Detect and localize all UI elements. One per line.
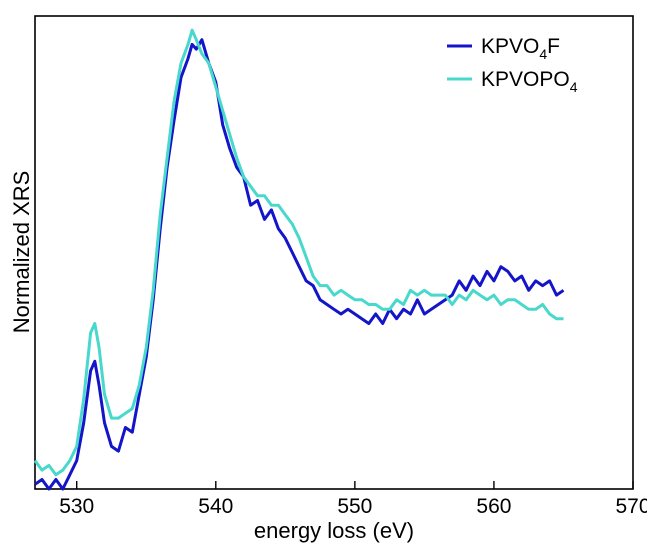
legend-label-series-1-sub: 4 xyxy=(539,46,547,62)
x-ticks: 530 540 550 560 570 xyxy=(59,481,647,518)
series-line-1 xyxy=(34,38,565,491)
legend-label-series-1-main: KPVO xyxy=(481,35,539,58)
series-lines xyxy=(33,28,565,491)
x-tick-label: 530 xyxy=(59,495,94,518)
y-axis-label: Normalized XRS xyxy=(9,171,34,334)
series-line-2 xyxy=(33,28,564,477)
x-tick-label: 550 xyxy=(337,495,372,518)
x-axis-label: energy loss (eV) xyxy=(254,518,414,543)
x-tick-label: 560 xyxy=(476,495,511,518)
legend-label-series-1-tail: F xyxy=(547,35,560,58)
legend-label-series-2: KPVOPO4 xyxy=(481,68,578,95)
legend-label-series-1: KPVO4F xyxy=(481,35,560,62)
legend-label-series-2-main: KPVOPO xyxy=(481,68,570,91)
x-tick-label: 570 xyxy=(615,495,647,518)
plot-frame xyxy=(34,15,634,490)
legend: KPVO4F KPVOPO4 xyxy=(447,35,578,95)
legend-label-series-2-sub: 4 xyxy=(570,79,578,95)
x-tick-label: 540 xyxy=(198,495,233,518)
